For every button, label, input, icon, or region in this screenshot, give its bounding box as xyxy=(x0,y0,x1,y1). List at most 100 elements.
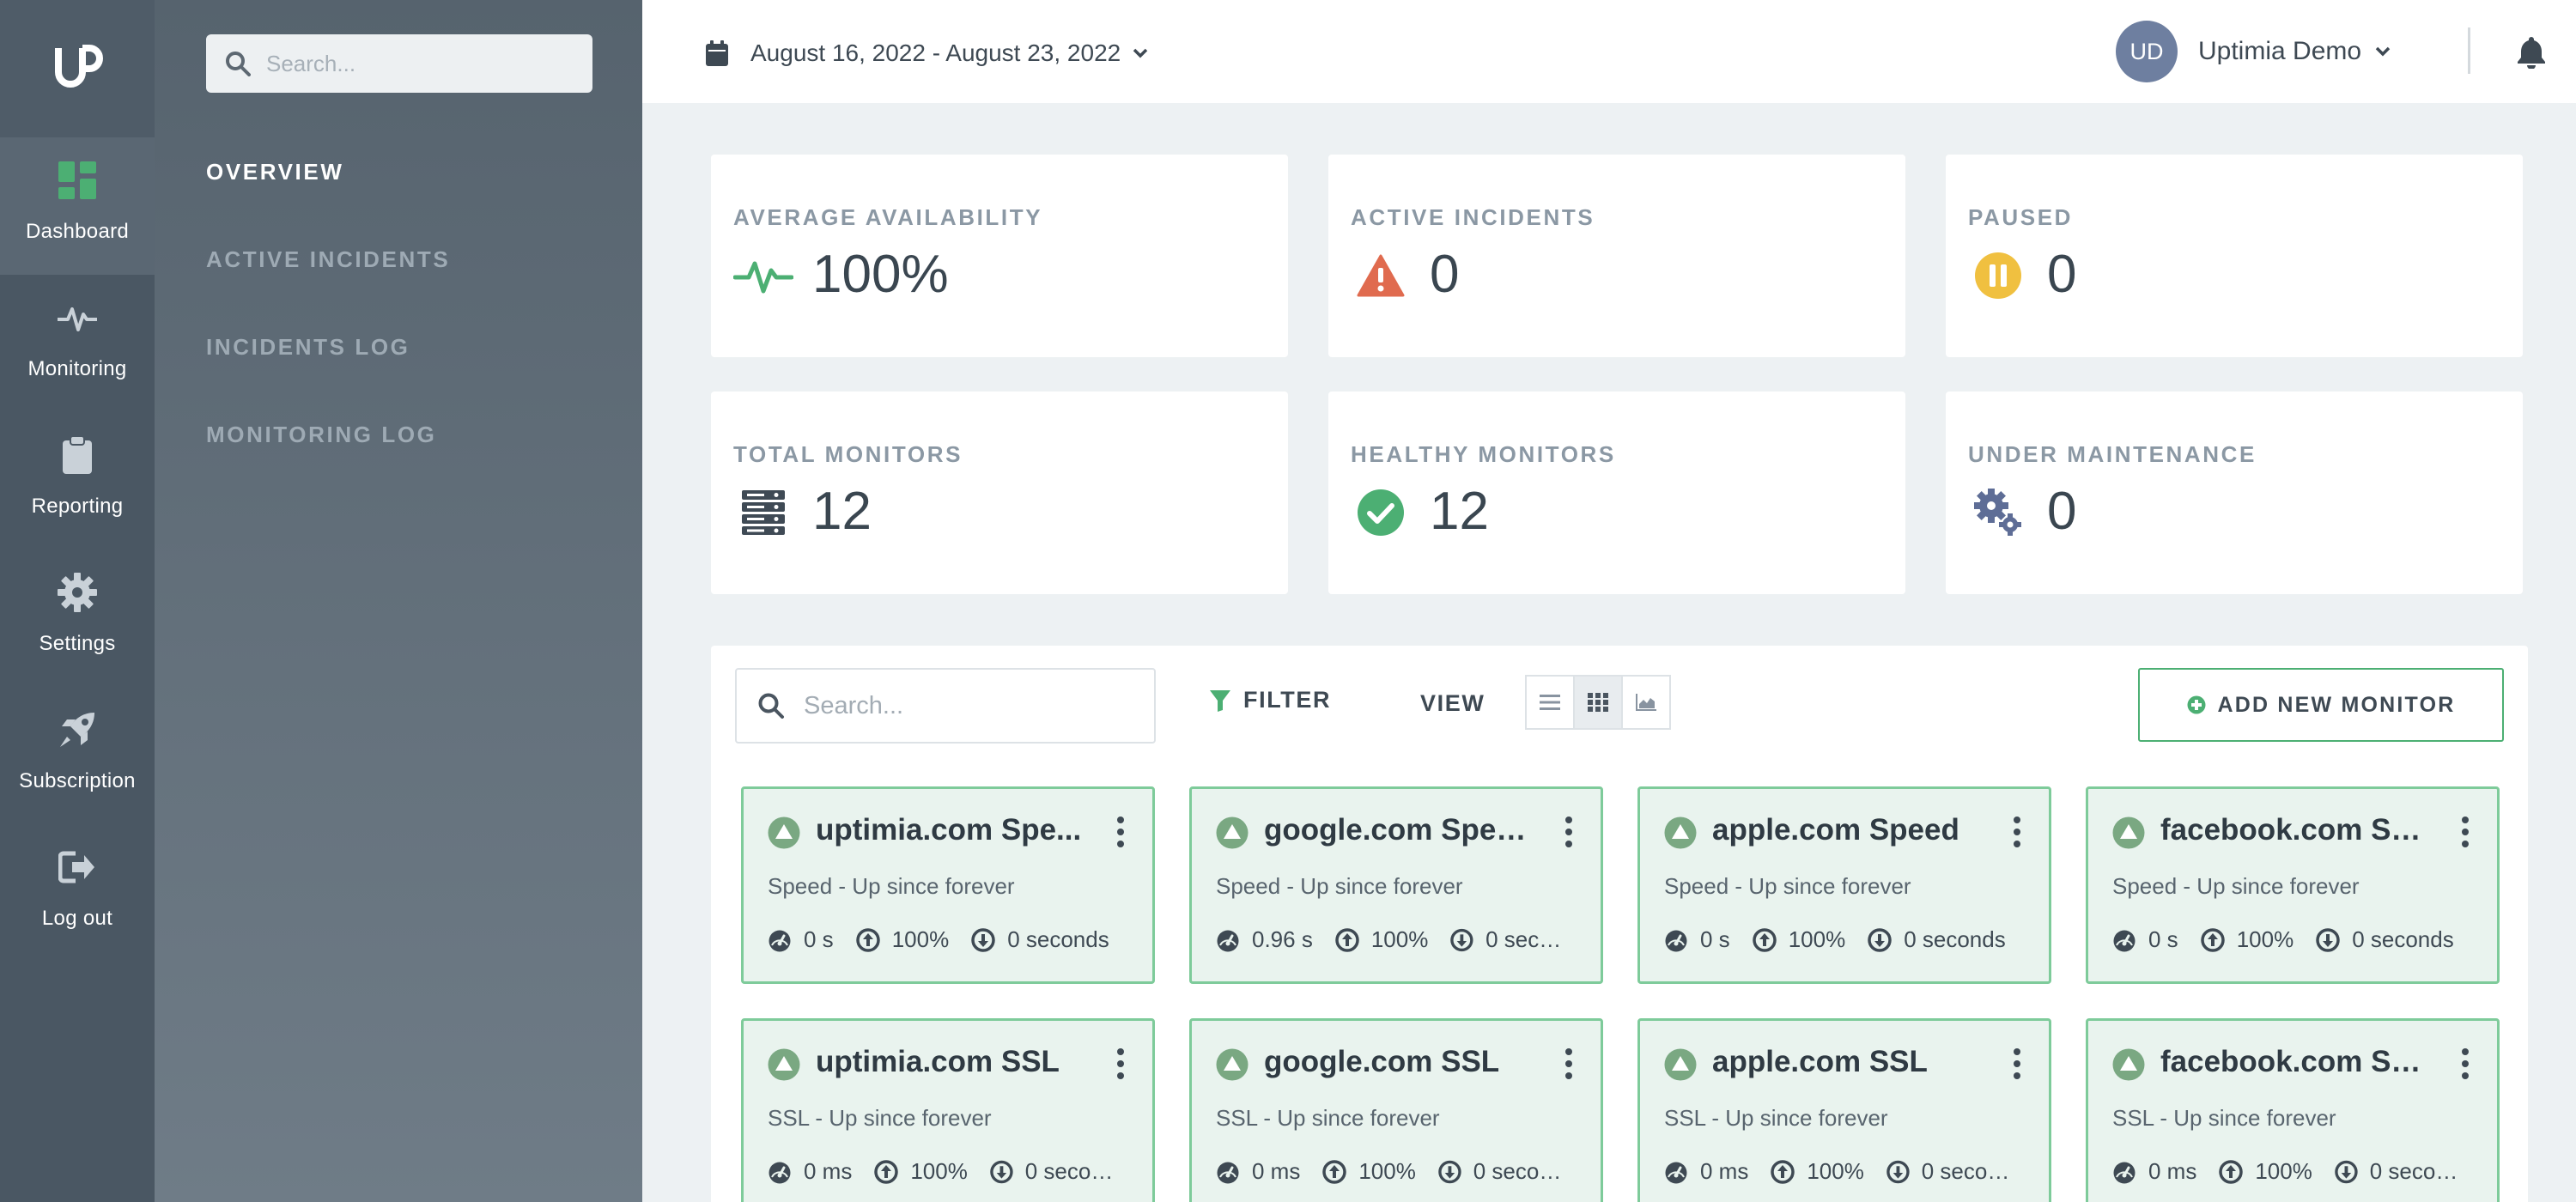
rail-item-logout[interactable]: Log out xyxy=(0,824,155,962)
kebab-menu-icon[interactable] xyxy=(2011,1047,2023,1081)
monitor-title: google.com SSL xyxy=(1264,1045,1500,1078)
speedometer-icon xyxy=(1665,930,1687,951)
bell-icon[interactable] xyxy=(2514,34,2549,69)
arrow-down-circle-icon xyxy=(1868,927,1892,952)
arrow-down-circle-icon xyxy=(1438,1160,1461,1183)
calendar-icon xyxy=(706,40,728,66)
date-range-picker[interactable]: August 16, 2022 - August 23, 2022 xyxy=(706,34,1148,72)
rail-item-settings[interactable]: Settings xyxy=(0,549,155,687)
clipboard-icon xyxy=(57,434,98,476)
chevron-down-icon xyxy=(2375,46,2391,57)
pulse-icon xyxy=(57,297,98,338)
logout-icon xyxy=(57,847,98,888)
kebab-menu-icon[interactable] xyxy=(2459,1047,2471,1081)
arrow-down-circle-icon xyxy=(2335,1160,2358,1183)
uptime: 100% xyxy=(1335,926,1429,953)
user-name: Uptimia Demo xyxy=(2198,37,2362,65)
downtime-value: 0 seconds xyxy=(1904,926,2006,952)
response-value: 0 s xyxy=(1700,926,1730,952)
downtime-value: 0 seconds xyxy=(2352,926,2454,952)
monitor-card[interactable]: google.com SSL SSL - Up since forever 0 … xyxy=(1189,1018,1603,1202)
arrow-up-circle-icon xyxy=(874,1159,899,1184)
monitor-subtitle: SSL - Up since forever xyxy=(2112,1105,2336,1131)
monitor-card[interactable]: facebook.com SSL SSL - Up since forever … xyxy=(2086,1018,2500,1202)
downtime-value: 0 secon... xyxy=(1473,1158,1566,1184)
rail-item-dashboard[interactable]: Dashboard xyxy=(0,137,155,275)
response-time: 0 s xyxy=(1664,926,1730,953)
response-time: 0 s xyxy=(768,926,834,953)
stat-title: TOTAL MONITORS xyxy=(733,441,963,467)
filter-button[interactable]: FILTER xyxy=(1209,687,1331,713)
monitor-card[interactable]: google.com Speed Speed - Up since foreve… xyxy=(1189,786,1603,984)
icon-rail: Dashboard Monitoring Reporting xyxy=(0,0,155,1202)
rocket-icon xyxy=(57,709,98,750)
nav-active-incidents[interactable]: ACTIVE INCIDENTS xyxy=(206,246,451,272)
status-up-icon xyxy=(768,1048,800,1081)
filter-icon xyxy=(1210,689,1230,712)
monitor-metrics: 0 ms 100% 0 secon... xyxy=(768,1158,1140,1185)
kebab-menu-icon[interactable] xyxy=(2011,815,2023,849)
monitor-metrics: 0 ms 100% 0 secon... xyxy=(1216,1158,1589,1185)
monitor-search[interactable] xyxy=(735,668,1156,744)
nav-incidents-log[interactable]: INCIDENTS LOG xyxy=(206,334,410,360)
stat-title: UNDER MAINTENANCE xyxy=(1968,441,2257,467)
monitor-title: facebook.com SSL xyxy=(2160,1045,2427,1078)
downtime-value: 0 secon... xyxy=(2369,1158,2463,1184)
monitor-metrics: 0 ms 100% 0 secon... xyxy=(2112,1158,2485,1185)
downtime-value: 0 seconds xyxy=(1007,926,1109,952)
add-new-monitor-button[interactable]: ADD NEW MONITOR xyxy=(2138,668,2504,742)
rail-item-reporting[interactable]: Reporting xyxy=(0,412,155,549)
arrow-up-circle-icon xyxy=(2219,1159,2244,1184)
monitor-card[interactable]: facebook.com Sp... Speed - Up since fore… xyxy=(2086,786,2500,984)
search-icon xyxy=(226,52,251,76)
monitor-metrics: 0 ms 100% 0 secon... xyxy=(1664,1158,2037,1185)
monitor-card[interactable]: uptimia.com SSL SSL - Up since forever 0… xyxy=(741,1018,1155,1202)
monitor-card[interactable]: apple.com Speed Speed - Up since forever… xyxy=(1637,786,2051,984)
rail-item-subscription[interactable]: Subscription xyxy=(0,687,155,824)
sidebar-search[interactable] xyxy=(206,34,592,93)
kebab-menu-icon[interactable] xyxy=(2459,815,2471,849)
monitor-card[interactable]: apple.com SSL SSL - Up since forever 0 m… xyxy=(1637,1018,2051,1202)
list-view-button[interactable] xyxy=(1525,675,1575,730)
uptime-value: 100% xyxy=(1370,926,1429,952)
downtime: 0 secon... xyxy=(2335,1158,2463,1185)
monitor-card[interactable]: uptimia.com Spe... Speed - Up since fore… xyxy=(741,786,1155,984)
user-menu[interactable]: UD Uptimia Demo xyxy=(2116,21,2391,82)
grid-view-button[interactable] xyxy=(1573,675,1623,730)
chart-view-button[interactable] xyxy=(1621,675,1671,730)
monitor-subtitle: Speed - Up since forever xyxy=(768,873,1015,899)
kebab-menu-icon[interactable] xyxy=(1115,1047,1127,1081)
stat-healthy-monitors: HEALTHY MONITORS 12 xyxy=(1328,392,1905,594)
uptime: 100% xyxy=(874,1158,968,1185)
response-value: 0 ms xyxy=(2148,1158,2197,1184)
kebab-menu-icon[interactable] xyxy=(1563,815,1575,849)
downtime-value: 0 secon... xyxy=(1921,1158,2014,1184)
rail-item-monitoring[interactable]: Monitoring xyxy=(0,275,155,412)
arrow-down-circle-icon xyxy=(1886,1160,1910,1183)
nav-monitoring-log[interactable]: MONITORING LOG xyxy=(206,422,437,447)
kebab-menu-icon[interactable] xyxy=(1563,1047,1575,1081)
nav-overview[interactable]: OVERVIEW xyxy=(206,159,344,185)
arrow-down-circle-icon xyxy=(971,927,995,952)
arrow-up-circle-icon xyxy=(1335,927,1359,952)
filter-label: FILTER xyxy=(1243,687,1332,713)
uptime-value: 100% xyxy=(1358,1158,1416,1184)
monitor-metrics: 0 s 100% 0 seconds xyxy=(768,926,1140,953)
app-logo[interactable] xyxy=(0,0,155,137)
rail-label-dashboard: Dashboard xyxy=(25,220,130,243)
secondary-sidebar: OVERVIEW ACTIVE INCIDENTS INCIDENTS LOG … xyxy=(155,0,642,1202)
stat-title: PAUSED xyxy=(1968,204,2074,230)
sidebar-search-input[interactable] xyxy=(266,50,575,77)
stat-value: 12 xyxy=(1430,482,1489,541)
kebab-menu-icon[interactable] xyxy=(1115,815,1127,849)
status-up-icon xyxy=(2112,1048,2145,1081)
response-value: 0.96 s xyxy=(1252,926,1313,952)
view-label: VIEW xyxy=(1420,690,1485,716)
arrow-up-circle-icon xyxy=(1752,927,1777,952)
downtime: 0 seconds xyxy=(971,926,1109,953)
grid-icon xyxy=(1588,693,1608,712)
downtime: 0 seconds xyxy=(2316,926,2454,953)
downtime-value: 0 seco... xyxy=(1485,926,1566,952)
monitor-search-input[interactable] xyxy=(804,691,1147,720)
stat-value: 100% xyxy=(812,245,949,304)
